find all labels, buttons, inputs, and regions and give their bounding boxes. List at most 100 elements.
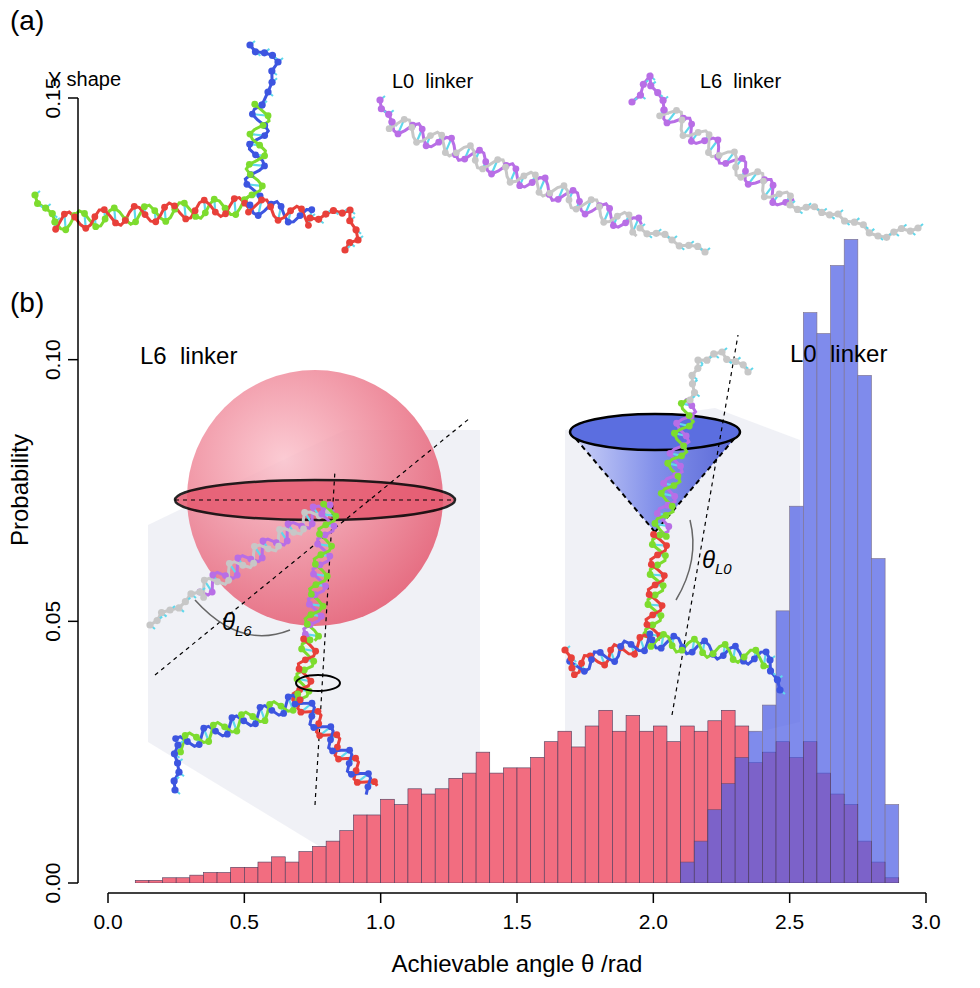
bar [612,731,626,883]
bead [659,97,666,104]
bead [224,731,231,738]
bead [257,704,264,711]
bead [776,191,783,198]
bead [262,717,269,724]
bead [112,220,119,227]
bead [413,139,420,146]
bead [49,210,56,217]
bead [664,120,671,127]
bar [871,559,885,883]
bead [710,651,717,658]
bead [252,48,259,55]
bead [305,222,312,229]
bead [309,520,316,527]
angle-symbol: θ [702,546,715,573]
bar [476,752,490,883]
strand [295,703,371,794]
bead [240,717,247,724]
bead [266,701,273,708]
bead [261,152,268,159]
bead [761,193,768,200]
bead [205,738,212,745]
bar [844,239,858,883]
bead [187,590,194,597]
bead [52,219,59,226]
bar [531,757,545,883]
single-strand [640,228,705,252]
bead [276,526,283,533]
bead [247,171,254,178]
structure-label: L6 linker [700,70,781,92]
bead [570,187,577,194]
bead [111,204,118,211]
bead [596,202,603,209]
strand [389,119,636,236]
y-tick [68,359,78,361]
bead [386,125,393,132]
bead [723,356,730,363]
bead [636,634,643,641]
bead [737,174,744,181]
bead [654,510,661,517]
bead [644,621,651,628]
bead [670,633,677,640]
bead [582,211,589,218]
bead [290,707,297,714]
bead [744,368,751,375]
bead [171,786,178,793]
bead [811,203,818,210]
bead [71,214,78,221]
x-tick [653,893,655,903]
bar [490,773,504,883]
bead [555,196,562,203]
y-tick-label: 0.05 [41,601,64,642]
bead [427,132,434,139]
strand [304,505,334,640]
bars [135,239,898,883]
figure: (a)Y shapeL0 linkerL6 linker(b)0.00.51.0… [0,0,980,988]
bead [192,207,199,214]
bar [790,506,804,883]
bead [330,207,337,214]
bead [826,211,833,218]
bead [694,243,701,250]
bead [566,197,573,204]
bar [626,716,640,883]
bead [81,210,88,217]
bead [329,748,336,755]
bead [141,203,148,210]
bead [660,582,667,589]
bead [232,211,239,218]
bead [703,357,710,364]
bead [668,236,675,243]
bead [476,147,483,154]
bead [296,666,303,673]
bead [265,112,272,119]
bead [200,725,207,732]
inset-l0: θL0L0 linker [561,335,887,715]
bar [558,731,572,883]
bead [718,348,725,355]
bead [231,195,238,202]
bead [212,728,219,735]
bead [635,214,642,221]
bead [606,205,613,212]
bead [722,160,729,167]
bead [225,577,232,584]
bead [172,735,179,742]
bead [866,229,873,236]
bead [669,642,676,649]
bead [657,532,664,539]
bead [689,380,696,387]
bead [258,197,265,204]
bead [306,601,313,608]
strand [244,104,269,199]
bead [732,643,739,650]
bead [766,656,773,663]
bead [461,156,468,163]
bead [269,52,276,59]
dashed-line [175,499,455,500]
bead [298,645,305,652]
bead [339,209,346,216]
x-tick [380,893,382,903]
